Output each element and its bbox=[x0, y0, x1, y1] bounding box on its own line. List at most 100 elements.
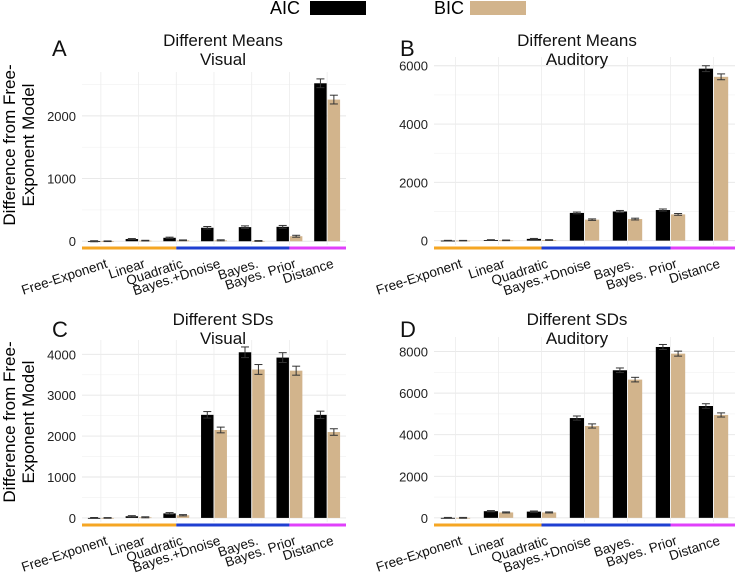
panel-title: Different SDs bbox=[527, 310, 628, 329]
legend-label-aic: AIC bbox=[270, 0, 300, 18]
error-bar-bic-5 bbox=[292, 234, 301, 238]
bar-bic-2 bbox=[542, 512, 557, 518]
bar-bic-5 bbox=[671, 214, 686, 241]
error-bar-bic-6 bbox=[329, 94, 338, 105]
bar-aic-2 bbox=[526, 511, 541, 518]
bar-bic-6 bbox=[714, 76, 729, 241]
error-bar-bic-3 bbox=[216, 426, 225, 434]
error-bar-aic-2 bbox=[529, 237, 538, 240]
bar-aic-3 bbox=[201, 227, 214, 242]
error-bar-bic-2 bbox=[545, 239, 554, 241]
y-axis-label-top-line1: Difference from Free- bbox=[0, 64, 19, 225]
error-bar-bic-3 bbox=[588, 423, 597, 429]
bar-aic-5 bbox=[276, 226, 289, 242]
y-tick-label: 2000 bbox=[47, 429, 76, 444]
bar-bic-6 bbox=[327, 432, 341, 518]
error-bar-aic-5 bbox=[278, 352, 287, 363]
legend-swatch-aic bbox=[310, 1, 366, 15]
bar-bic-5 bbox=[289, 370, 303, 518]
legend-swatch-bic bbox=[470, 1, 526, 15]
bar-bic-6 bbox=[714, 414, 729, 518]
bar-bic-6 bbox=[327, 99, 341, 242]
error-bar-aic-1 bbox=[486, 510, 495, 513]
y-axis-label-bottom: Difference from Free- Exponent Model bbox=[0, 341, 38, 502]
error-bar-aic-0 bbox=[443, 516, 452, 519]
bar-bic-3 bbox=[214, 429, 227, 518]
bar-aic-3 bbox=[569, 418, 584, 518]
error-bar-aic-3 bbox=[572, 415, 581, 421]
error-bar-bic-0 bbox=[459, 516, 468, 519]
bar-aic-3 bbox=[201, 414, 214, 518]
error-bar-bic-0 bbox=[103, 240, 112, 243]
y-tick-label: 6000 bbox=[399, 59, 428, 74]
y-tick-label: 0 bbox=[69, 511, 76, 526]
error-bar-bic-0 bbox=[103, 517, 112, 519]
error-bar-bic-4 bbox=[631, 217, 640, 221]
x-tick-label-0: Free-Exponent bbox=[20, 533, 110, 575]
error-bar-aic-4 bbox=[240, 346, 249, 359]
error-bar-aic-3 bbox=[572, 211, 581, 215]
error-bar-bic-6 bbox=[717, 412, 726, 418]
panel-letter: B bbox=[400, 36, 415, 61]
y-axis-label-top-line2: Exponent Model bbox=[19, 84, 38, 207]
bar-aic-3 bbox=[569, 212, 584, 241]
error-bar-aic-4 bbox=[240, 225, 249, 229]
error-bar-aic-5 bbox=[658, 343, 667, 350]
error-bar-aic-6 bbox=[316, 78, 325, 89]
panel-letter: D bbox=[400, 317, 416, 342]
y-tick-label: 0 bbox=[69, 234, 76, 249]
panel-c: 01000200030004000Free-ExponentLinearQuad… bbox=[20, 310, 346, 575]
y-tick-label: 1000 bbox=[47, 470, 76, 485]
error-bar-bic-3 bbox=[588, 218, 597, 221]
error-bar-bic-5 bbox=[674, 213, 683, 216]
error-bar-bic-1 bbox=[502, 511, 511, 514]
error-bar-aic-0 bbox=[90, 240, 99, 243]
error-bar-aic-1 bbox=[127, 515, 136, 518]
error-bar-bic-2 bbox=[545, 511, 554, 514]
y-axis-label-bottom-line1: Difference from Free- bbox=[0, 341, 19, 502]
bar-bic-1 bbox=[499, 512, 514, 518]
x-tick-label-0: Free-Exponent bbox=[374, 256, 464, 298]
error-bar-aic-6 bbox=[701, 65, 710, 73]
error-bar-bic-4 bbox=[631, 376, 640, 383]
panel-letter: C bbox=[52, 317, 68, 342]
legend-label-bic: BIC bbox=[434, 0, 464, 18]
error-bar-bic-4 bbox=[254, 240, 263, 242]
error-bar-aic-5 bbox=[278, 224, 287, 229]
y-axis-label-top: Difference from Free- Exponent Model bbox=[0, 64, 38, 225]
error-bar-aic-3 bbox=[203, 226, 212, 230]
panel-title: Different Means bbox=[517, 31, 637, 50]
error-bar-bic-2 bbox=[179, 239, 188, 242]
panel-letter: A bbox=[52, 36, 67, 61]
error-bar-bic-4 bbox=[254, 364, 263, 375]
error-bar-bic-6 bbox=[329, 428, 338, 436]
bar-bic-2 bbox=[176, 515, 190, 518]
panel-subtitle: Visual bbox=[200, 50, 246, 69]
error-bar-bic-5 bbox=[674, 350, 683, 357]
error-bar-aic-1 bbox=[127, 238, 136, 241]
bar-bic-4 bbox=[252, 369, 265, 518]
bar-aic-5 bbox=[655, 210, 670, 241]
error-bar-aic-1 bbox=[486, 239, 495, 241]
error-bar-aic-3 bbox=[203, 411, 212, 419]
error-bar-aic-2 bbox=[165, 236, 174, 239]
error-bar-aic-4 bbox=[615, 367, 624, 374]
y-tick-label: 4000 bbox=[399, 428, 428, 443]
panel-subtitle: Visual bbox=[200, 329, 246, 348]
bar-aic-6 bbox=[314, 414, 327, 518]
bar-aic-4 bbox=[238, 227, 252, 242]
bar-aic-6 bbox=[314, 83, 327, 242]
bar-aic-4 bbox=[612, 370, 627, 518]
legend: AIC BIC bbox=[270, 0, 526, 18]
error-bar-bic-1 bbox=[502, 239, 511, 242]
error-bar-aic-4 bbox=[615, 209, 624, 214]
bar-aic-1 bbox=[483, 511, 498, 518]
error-bar-aic-0 bbox=[90, 517, 99, 519]
y-tick-label: 6000 bbox=[399, 386, 428, 401]
y-tick-label: 2000 bbox=[399, 175, 428, 190]
error-bar-aic-2 bbox=[529, 510, 538, 513]
bar-bic-3 bbox=[585, 219, 600, 241]
error-bar-aic-6 bbox=[316, 410, 325, 420]
